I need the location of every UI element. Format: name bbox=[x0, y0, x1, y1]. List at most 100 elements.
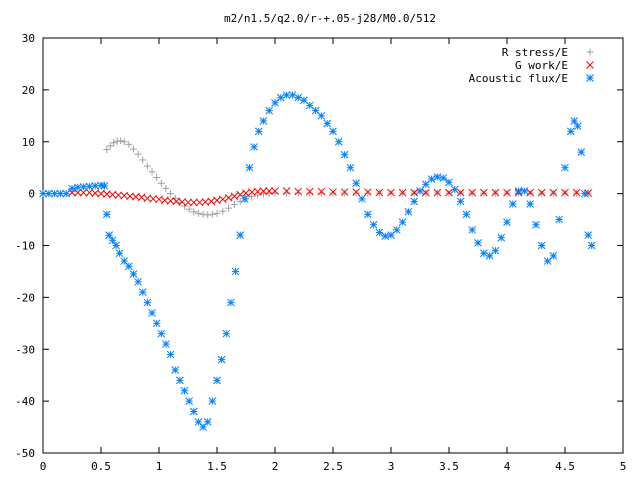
data-point bbox=[329, 127, 337, 136]
legend-label: G work/E bbox=[515, 59, 568, 72]
data-point bbox=[230, 192, 239, 201]
data-point bbox=[265, 106, 274, 115]
data-point bbox=[549, 252, 558, 260]
data-point bbox=[468, 226, 477, 234]
data-point bbox=[194, 209, 202, 217]
data-point bbox=[139, 156, 147, 164]
x-tick-label: 1.5 bbox=[207, 460, 227, 473]
data-point bbox=[39, 189, 47, 198]
data-point bbox=[352, 188, 361, 196]
axis-ticks: 0 0.5 1 1.5 2 2.5 3 3.5 4 4.5 5 -50 -40 -30 -20 -10 0 10 2… bbox=[15, 32, 626, 473]
data-point bbox=[421, 188, 430, 197]
data-point bbox=[491, 188, 500, 197]
data-point bbox=[537, 188, 546, 197]
data-point bbox=[134, 150, 142, 158]
data-point bbox=[474, 239, 482, 247]
data-point bbox=[204, 211, 212, 219]
y-tick-label: -10 bbox=[15, 240, 35, 253]
data-point bbox=[468, 188, 477, 197]
data-point bbox=[106, 142, 114, 150]
data-point bbox=[462, 210, 471, 219]
x-tick-label: 4 bbox=[504, 460, 511, 473]
legend-marker bbox=[586, 74, 594, 82]
data-point bbox=[456, 197, 465, 206]
data-point bbox=[276, 93, 285, 102]
y-tick-label: -40 bbox=[15, 395, 35, 408]
x-tick-label: 4.5 bbox=[555, 460, 575, 473]
data-point bbox=[580, 189, 589, 198]
data-point bbox=[305, 187, 314, 196]
data-point bbox=[143, 298, 152, 307]
legend-label: R stress/E bbox=[502, 46, 568, 59]
x-tick-label: 3.5 bbox=[439, 460, 459, 473]
x-tick-label: 0.5 bbox=[91, 460, 111, 473]
data-point bbox=[329, 188, 337, 196]
data-point bbox=[364, 189, 372, 197]
data-point bbox=[129, 270, 138, 278]
data-point bbox=[213, 376, 221, 385]
data-point bbox=[162, 340, 170, 348]
data-point bbox=[157, 179, 165, 187]
data-point bbox=[398, 188, 407, 197]
data-point bbox=[176, 376, 184, 385]
data-point bbox=[346, 163, 355, 172]
x-tick-label: 2.5 bbox=[323, 460, 343, 473]
data-point bbox=[208, 210, 216, 218]
data-point bbox=[115, 249, 124, 258]
data-point bbox=[329, 189, 337, 197]
data-point bbox=[100, 181, 109, 190]
data-point bbox=[520, 187, 529, 195]
data-point bbox=[549, 188, 558, 197]
data-point bbox=[340, 188, 349, 196]
y-tick-label: -50 bbox=[15, 447, 35, 460]
data-point bbox=[203, 418, 212, 426]
data-point bbox=[259, 187, 268, 195]
data-point bbox=[491, 246, 500, 255]
data-point bbox=[184, 198, 192, 207]
chart-title: m2/n1.5/q2.0/r-+.05-j28/M0.0/512 bbox=[224, 12, 436, 25]
data-point bbox=[199, 210, 207, 218]
data-point bbox=[102, 210, 111, 219]
data-point bbox=[194, 418, 203, 426]
data-point bbox=[143, 162, 151, 170]
data-point bbox=[577, 148, 586, 156]
data-point bbox=[503, 218, 511, 227]
data-point bbox=[416, 187, 424, 195]
data-point bbox=[250, 143, 258, 151]
data-point bbox=[340, 150, 349, 159]
data-point bbox=[162, 184, 170, 192]
x-tick-label: 5 bbox=[620, 460, 627, 473]
data-point bbox=[410, 197, 419, 206]
data-point bbox=[334, 137, 343, 146]
data-point bbox=[134, 277, 142, 286]
data-point bbox=[208, 397, 217, 405]
data-point bbox=[306, 189, 314, 197]
data-point bbox=[157, 329, 166, 338]
data-point bbox=[479, 249, 488, 258]
legend-marker bbox=[586, 48, 594, 56]
x-tick-label: 1 bbox=[156, 460, 163, 473]
data-marks bbox=[39, 91, 596, 431]
data-point bbox=[573, 122, 582, 131]
data-point bbox=[532, 220, 540, 229]
data-point bbox=[445, 188, 453, 197]
data-point bbox=[138, 288, 147, 297]
data-point bbox=[245, 163, 254, 172]
data-point bbox=[124, 262, 133, 271]
data-point bbox=[129, 145, 137, 153]
data-point bbox=[392, 226, 401, 234]
data-point bbox=[445, 178, 453, 187]
data-point bbox=[526, 188, 535, 197]
data-point bbox=[404, 207, 413, 216]
legend-marker bbox=[586, 61, 594, 69]
legend-label: Acoustic flux/E bbox=[469, 72, 568, 85]
data-point bbox=[561, 163, 569, 172]
data-point bbox=[537, 241, 546, 250]
data-point bbox=[85, 182, 94, 191]
data-point bbox=[427, 175, 436, 183]
data-point bbox=[222, 329, 231, 338]
data-point bbox=[387, 188, 395, 197]
data-point bbox=[254, 127, 263, 136]
x-tick-label: 0 bbox=[40, 460, 47, 473]
